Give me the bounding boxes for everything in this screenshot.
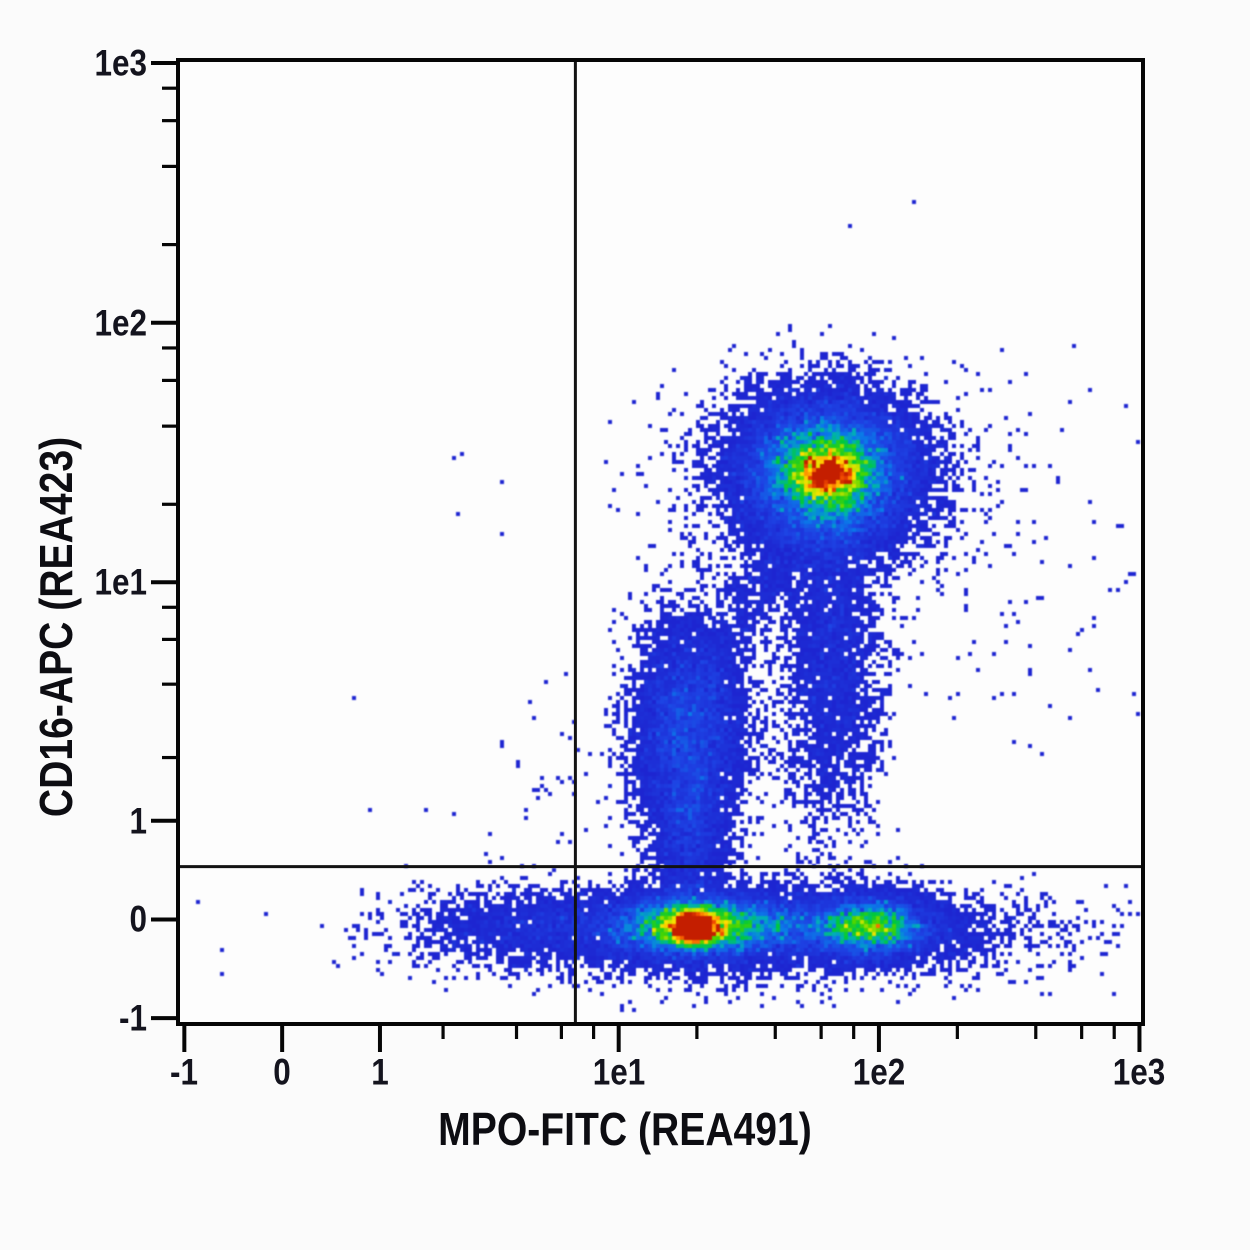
x-tick-label-text: 1e3 [1113, 1051, 1166, 1093]
y-tick-label: 1e3 [85, 45, 147, 82]
y-tick-label-text: -1 [119, 997, 147, 1039]
x-tick-label-text: 0 [273, 1051, 291, 1093]
y-tick-label: 1 [126, 802, 147, 839]
y-tick-label-text: 1 [129, 800, 147, 842]
y-tick-label-text: 1e3 [94, 42, 147, 84]
x-tick-label-text: 1e1 [592, 1051, 645, 1093]
y-tick-label-text: 1e2 [94, 302, 147, 344]
x-tick-label: 1e1 [588, 1054, 650, 1091]
x-tick-label: 1e2 [848, 1054, 910, 1091]
y-tick-label: 1e1 [85, 564, 147, 601]
x-tick-label: 1 [370, 1054, 391, 1091]
y-axis-title: CD16-APC (REA423) [30, 436, 82, 818]
x-tick-label-text: 1e2 [852, 1051, 906, 1093]
x-tick-label-text: 1 [371, 1051, 389, 1093]
x-tick-label: -1 [168, 1054, 201, 1091]
y-tick-label: 0 [126, 901, 147, 938]
y-tick-label: 1e2 [85, 304, 147, 341]
x-axis-title: MPO-FITC (REA491) [438, 1103, 812, 1155]
x-tick-label: 1e3 [1109, 1054, 1171, 1091]
x-tick-label-text: -1 [170, 1051, 199, 1093]
plot-border [176, 58, 1145, 1026]
y-tick-label: -1 [114, 1000, 147, 1037]
y-tick-label-text: 0 [129, 898, 147, 940]
x-tick-label: 0 [272, 1054, 293, 1091]
y-tick-label-text: 1e1 [94, 561, 147, 603]
